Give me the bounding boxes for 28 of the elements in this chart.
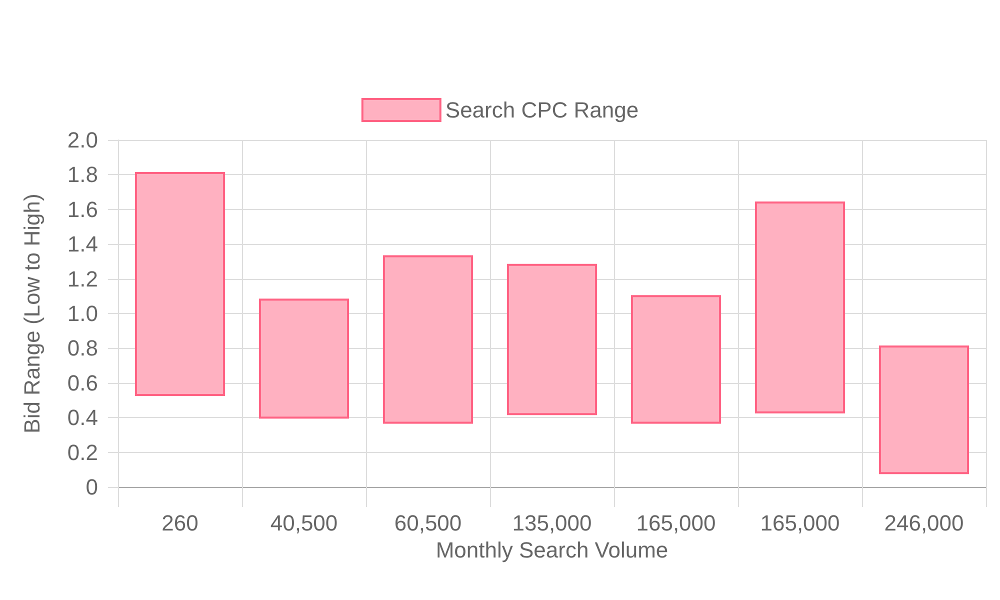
x-tick-label: 135,000 <box>512 510 592 536</box>
legend-label: Search CPC Range <box>445 98 639 122</box>
y-tick-label: 0 <box>86 474 98 500</box>
bar <box>506 264 598 416</box>
x-axis-title: Monthly Search Volume <box>436 537 668 562</box>
x-tick-label: 40,500 <box>270 510 338 536</box>
y-tick-label: 0.4 <box>67 405 98 430</box>
x-tick-label: 165,000 <box>760 510 840 536</box>
y-tick-label: 1.6 <box>67 196 98 222</box>
y-tick-label: 2.0 <box>67 128 98 152</box>
bar <box>258 298 350 419</box>
y-tick-label: 0.6 <box>67 370 98 396</box>
x-tick-label: 246,000 <box>884 510 964 536</box>
x-tick-label: 165,000 <box>636 510 716 536</box>
y-tick-label: 0.2 <box>67 440 98 465</box>
y-tick-label: 1.8 <box>67 162 98 188</box>
bar <box>754 201 846 414</box>
y-tick-label: 0.8 <box>67 336 98 361</box>
y-tick-label: 1.4 <box>67 232 98 257</box>
x-tick-label: 260 <box>162 510 198 536</box>
bar <box>878 345 970 474</box>
x-tick-label: 60,500 <box>394 510 462 536</box>
bar <box>382 255 474 424</box>
y-axis-title: Bid Range (Low to High) <box>20 194 44 434</box>
y-tick-label: 1.2 <box>67 266 98 292</box>
bar <box>630 295 722 424</box>
bar <box>134 172 226 396</box>
y-tick-label: 1.0 <box>67 301 98 326</box>
